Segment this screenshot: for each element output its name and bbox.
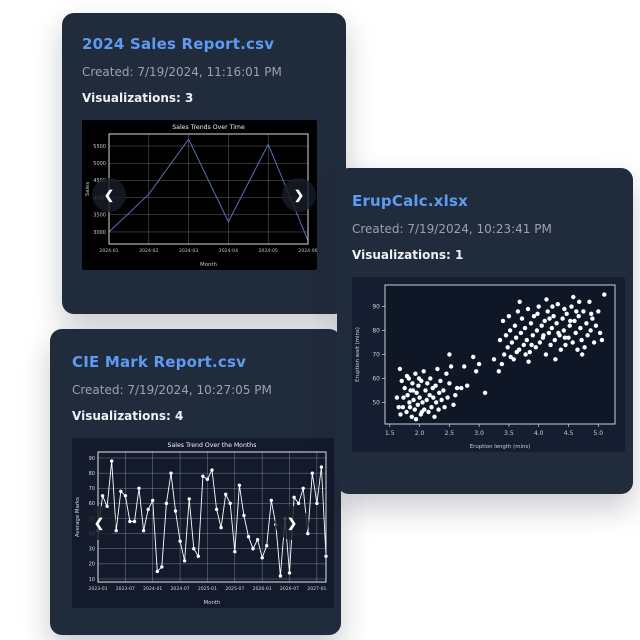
svg-text:2026-07: 2026-07 [280,586,299,592]
svg-text:2.5: 2.5 [445,430,455,437]
svg-text:4.5: 4.5 [564,430,574,437]
svg-text:Eruption length (mins): Eruption length (mins) [470,444,531,450]
carousel-next-button[interactable]: ❯ [275,506,309,540]
svg-text:Average Marks: Average Marks [75,497,81,537]
svg-text:80: 80 [372,328,380,335]
svg-text:70: 70 [89,486,95,492]
svg-text:50: 50 [372,399,380,406]
eruption-scatter-chart: 50 60 70 80 90 1.5 2.0 2.5 3.0 3.5 4.0 4.5 5.0 Erupti… [352,277,626,452]
chevron-right-icon: ❯ [293,188,305,202]
svg-text:2024-01: 2024-01 [143,586,162,592]
svg-text:2024-06: 2024-06 [298,248,317,254]
svg-text:3.5: 3.5 [504,430,514,437]
svg-text:2024-07: 2024-07 [170,586,189,592]
svg-text:3000: 3000 [93,230,106,236]
svg-text:Eruption wait (mins): Eruption wait (mins) [355,327,361,382]
svg-text:2024-01: 2024-01 [99,248,118,254]
created-timestamp: Created: 7/19/2024, 10:27:05 PM [72,383,272,397]
svg-text:3500: 3500 [93,213,106,219]
carousel-next-button[interactable]: ❯ [282,178,316,212]
svg-text:90: 90 [372,304,380,311]
file-title-link[interactable]: CIE Mark Report.csv [72,353,247,371]
svg-text:60: 60 [89,501,95,507]
carousel-prev-button[interactable]: ❮ [82,506,116,540]
file-title-link[interactable]: 2024 Sales Report.csv [82,35,275,53]
svg-text:Month: Month [204,600,221,606]
chevron-right-icon: ❯ [286,516,298,530]
svg-text:2026-01: 2026-01 [253,586,272,592]
svg-text:2024-03: 2024-03 [179,248,198,254]
chart-carousel: 3000350040004500500055002024-012024-0220… [82,120,326,270]
svg-text:Sales Trend Over the Months: Sales Trend Over the Months [168,442,257,449]
svg-text:70: 70 [372,352,380,359]
visualization-count: Visualizations: 3 [82,91,194,105]
svg-text:5500: 5500 [93,144,106,150]
sales-trends-line-chart: 3000350040004500500055002024-012024-0220… [82,120,326,270]
svg-text:90: 90 [89,456,95,462]
svg-text:2023-01: 2023-01 [88,586,107,592]
svg-text:30: 30 [89,547,95,553]
svg-text:80: 80 [89,471,95,477]
carousel-prev-button[interactable]: ❮ [92,178,126,212]
svg-text:2023-07: 2023-07 [116,586,135,592]
svg-text:2025-07: 2025-07 [225,586,244,592]
svg-text:2027-01: 2027-01 [307,586,326,592]
chevron-left-icon: ❮ [93,516,105,530]
svg-text:2024-05: 2024-05 [259,248,278,254]
file-title-link[interactable]: ErupCalc.xlsx [352,192,468,210]
visualization-count: Visualizations: 4 [72,409,184,423]
svg-text:5.0: 5.0 [594,430,604,437]
created-timestamp: Created: 7/19/2024, 11:16:01 PM [82,65,282,79]
visualization-count: Visualizations: 1 [352,248,464,262]
svg-text:Sales Trends Over Time: Sales Trends Over Time [172,124,245,131]
svg-text:4.0: 4.0 [534,430,544,437]
svg-text:2025-01: 2025-01 [198,586,217,592]
svg-text:2024-02: 2024-02 [139,248,158,254]
marks-trend-line-chart: 1020304050607080902023-012023-072024-012… [72,438,335,608]
svg-text:3.0: 3.0 [474,430,484,437]
svg-text:5000: 5000 [93,161,106,167]
file-card-sales-report: 2024 Sales Report.csv Created: 7/19/2024… [62,13,346,314]
svg-text:20: 20 [89,562,95,568]
svg-text:1.5: 1.5 [385,430,395,437]
file-card-erupcalc: ErupCalc.xlsx Created: 7/19/2024, 10:23:… [337,168,633,494]
created-timestamp: Created: 7/19/2024, 10:23:41 PM [352,222,552,236]
svg-text:2.0: 2.0 [415,430,425,437]
svg-text:2024-04: 2024-04 [219,248,238,254]
chevron-left-icon: ❮ [103,188,115,202]
svg-text:10: 10 [89,577,95,583]
svg-text:Month: Month [200,262,217,268]
svg-text:60: 60 [372,375,380,382]
chart-carousel: 50 60 70 80 90 1.5 2.0 2.5 3.0 3.5 4.0 4.5 5.0 Erupti… [352,277,625,452]
file-card-cie-mark-report: CIE Mark Report.csv Created: 7/19/2024, … [50,329,341,635]
chart-carousel: 1020304050607080902023-012023-072024-012… [72,438,334,608]
svg-text:Sales: Sales [85,182,91,197]
